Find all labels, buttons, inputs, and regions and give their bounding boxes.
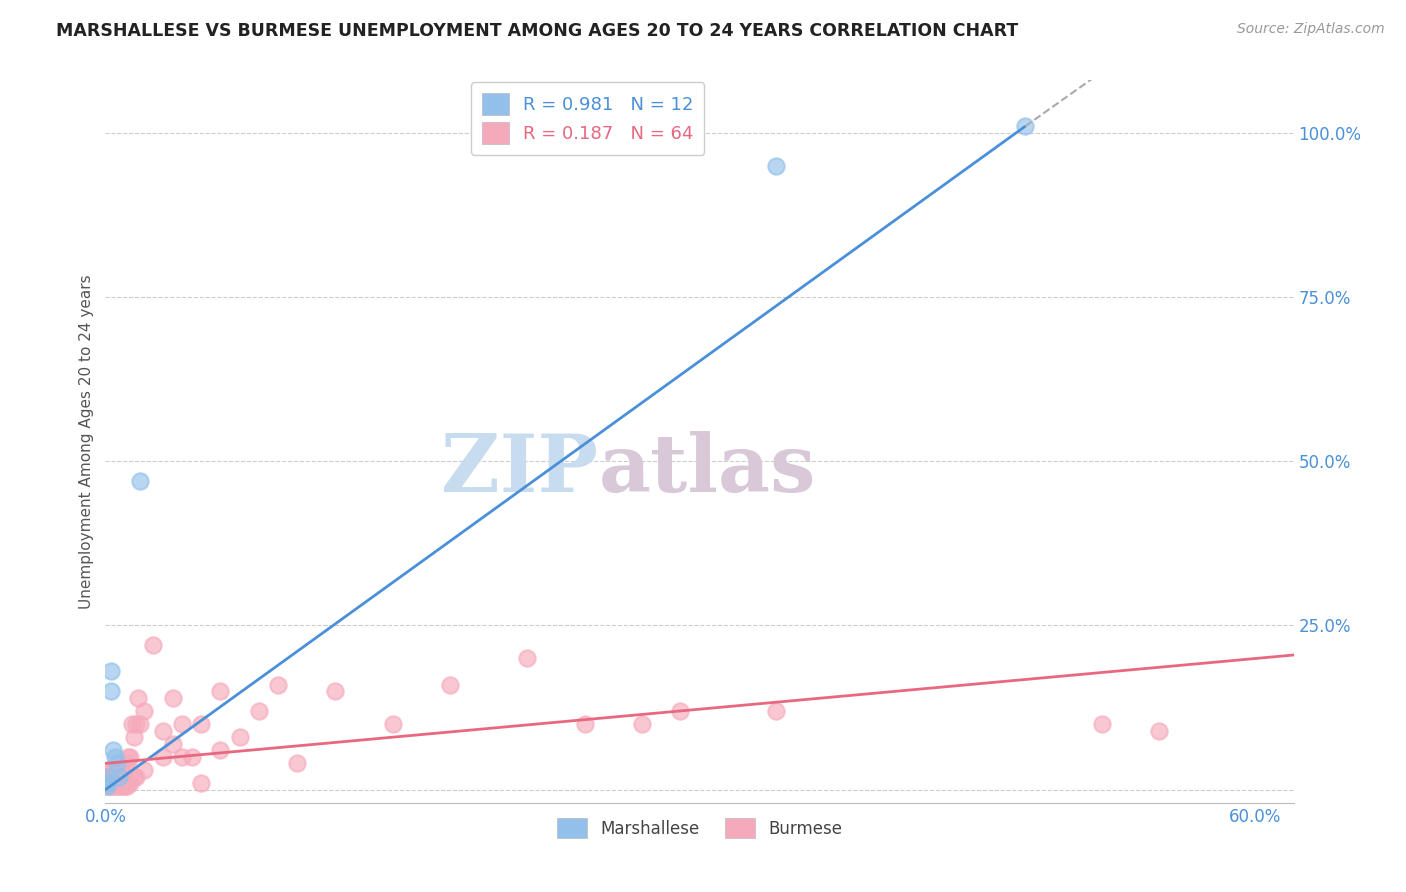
Point xyxy=(247,704,270,718)
Point xyxy=(105,770,128,784)
Point xyxy=(162,737,184,751)
Point xyxy=(98,763,121,777)
Point xyxy=(96,776,118,790)
Point xyxy=(765,159,787,173)
Point xyxy=(127,690,149,705)
Point xyxy=(108,770,131,784)
Point xyxy=(104,763,127,777)
Point xyxy=(111,770,134,784)
Point xyxy=(108,770,131,784)
Point xyxy=(111,780,134,794)
Text: Source: ZipAtlas.com: Source: ZipAtlas.com xyxy=(1237,22,1385,37)
Text: atlas: atlas xyxy=(599,432,815,509)
Point xyxy=(190,717,212,731)
Point xyxy=(96,780,118,794)
Point xyxy=(110,780,132,794)
Point xyxy=(104,780,127,794)
Point xyxy=(574,717,596,731)
Point xyxy=(105,756,128,771)
Point xyxy=(110,763,132,777)
Point xyxy=(669,704,692,718)
Text: MARSHALLESE VS BURMESE UNEMPLOYMENT AMONG AGES 20 TO 24 YEARS CORRELATION CHART: MARSHALLESE VS BURMESE UNEMPLOYMENT AMON… xyxy=(56,22,1018,40)
Point xyxy=(105,780,128,794)
Point xyxy=(172,717,194,731)
Point xyxy=(129,474,152,488)
Point xyxy=(190,776,212,790)
Point xyxy=(125,717,148,731)
Point xyxy=(101,780,124,794)
Point xyxy=(101,763,124,777)
Text: ZIP: ZIP xyxy=(441,432,599,509)
Point xyxy=(120,749,142,764)
Point xyxy=(631,717,654,731)
Point xyxy=(120,776,142,790)
Point xyxy=(104,776,127,790)
Point xyxy=(129,717,152,731)
Point xyxy=(121,717,143,731)
Point xyxy=(114,780,136,794)
Point xyxy=(114,763,136,777)
Point xyxy=(117,749,139,764)
Point xyxy=(516,651,538,665)
Point xyxy=(228,730,250,744)
Point xyxy=(98,770,121,784)
Point xyxy=(122,770,145,784)
Point xyxy=(439,677,461,691)
Point xyxy=(101,776,124,790)
Point xyxy=(381,717,404,731)
Point xyxy=(100,684,122,698)
Point xyxy=(765,704,787,718)
Point xyxy=(115,756,138,771)
Point xyxy=(162,690,184,705)
Point xyxy=(209,743,232,757)
Point xyxy=(115,780,138,794)
Point xyxy=(132,763,155,777)
Point xyxy=(285,756,308,771)
Point xyxy=(117,776,139,790)
Point xyxy=(96,776,118,790)
Point xyxy=(1014,120,1036,134)
Point xyxy=(100,665,122,679)
Point xyxy=(101,743,124,757)
Point xyxy=(1091,717,1114,731)
Point xyxy=(325,684,347,698)
Point xyxy=(108,780,131,794)
Point xyxy=(267,677,290,691)
Y-axis label: Unemployment Among Ages 20 to 24 years: Unemployment Among Ages 20 to 24 years xyxy=(79,274,94,609)
Point xyxy=(125,770,148,784)
Point xyxy=(172,749,194,764)
Point xyxy=(142,638,165,652)
Point xyxy=(100,770,122,784)
Point xyxy=(152,749,174,764)
Point xyxy=(96,770,118,784)
Point xyxy=(122,730,145,744)
Point xyxy=(104,749,127,764)
Point xyxy=(132,704,155,718)
Point xyxy=(180,749,202,764)
Point xyxy=(1149,723,1171,738)
Point xyxy=(98,780,121,794)
Legend: Marshallese, Burmese: Marshallese, Burmese xyxy=(550,812,849,845)
Point xyxy=(96,780,118,794)
Point xyxy=(152,723,174,738)
Point xyxy=(100,780,122,794)
Point xyxy=(209,684,232,698)
